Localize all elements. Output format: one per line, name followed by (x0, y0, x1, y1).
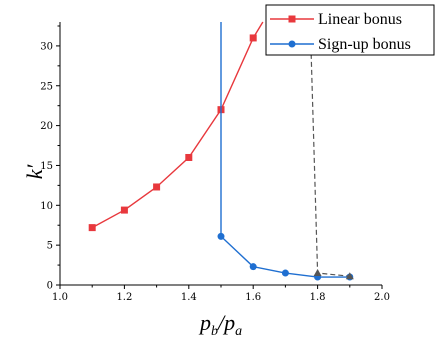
x-tick-label: 1.6 (245, 292, 261, 303)
x-tick-label: 1.8 (310, 292, 326, 303)
linear-bonus-point (153, 183, 161, 191)
linear-bonus-point (185, 153, 193, 161)
linear-bonus-point (120, 206, 128, 214)
x-axis-label-sub2: a (235, 324, 242, 339)
x-tick-label: 1.4 (181, 292, 197, 303)
x-axis-label-sub1: b (211, 324, 218, 339)
legend-marker-circle (288, 40, 296, 48)
x-axis-label-main2: p (222, 310, 235, 335)
x-axis-label-main: p (198, 310, 211, 335)
series-2-line (310, 53, 350, 277)
linear-bonus-point (88, 224, 96, 232)
y-tick-label: 20 (40, 121, 53, 132)
linear-bonus-line (91, 21, 264, 229)
legend-label-signup: Sign-up bonus (318, 36, 411, 53)
sign-up-bonus-point (217, 232, 225, 240)
plot-series-group (88, 21, 354, 281)
x-axis-label-slash: / (216, 310, 226, 335)
x-axis-label: pb/pa (198, 310, 242, 339)
sign-up-bonus-point (249, 263, 257, 271)
series-2-point (345, 272, 354, 280)
y-tick-label: 5 (47, 241, 53, 252)
legend: Linear bonus Sign-up bonus (265, 4, 435, 56)
y-tick-label: 15 (40, 161, 53, 172)
legend-marker-square (288, 15, 296, 23)
y-tick-label: 0 (47, 281, 53, 292)
y-tick-label: 25 (40, 81, 53, 92)
series-2-point (313, 269, 322, 277)
x-tick-label: 2.0 (374, 292, 390, 303)
x-tick-label: 1.0 (52, 292, 68, 303)
y-tick-label: 30 (40, 41, 53, 52)
axes-layer: 1.0 1.2 1.4 1.6 1.8 2.0 0 5 10 15 20 25 30 (40, 22, 390, 303)
y-axis-label: k′ (22, 164, 47, 180)
sign-up-bonus-line (220, 22, 350, 278)
x-tick-label: 1.2 (116, 292, 132, 303)
linear-bonus-point (249, 34, 257, 42)
y-tick-label: 10 (40, 201, 53, 212)
sign-up-bonus-point (281, 269, 289, 277)
legend-label-linear: Linear bonus (318, 11, 402, 28)
plot-layer (88, 21, 354, 281)
